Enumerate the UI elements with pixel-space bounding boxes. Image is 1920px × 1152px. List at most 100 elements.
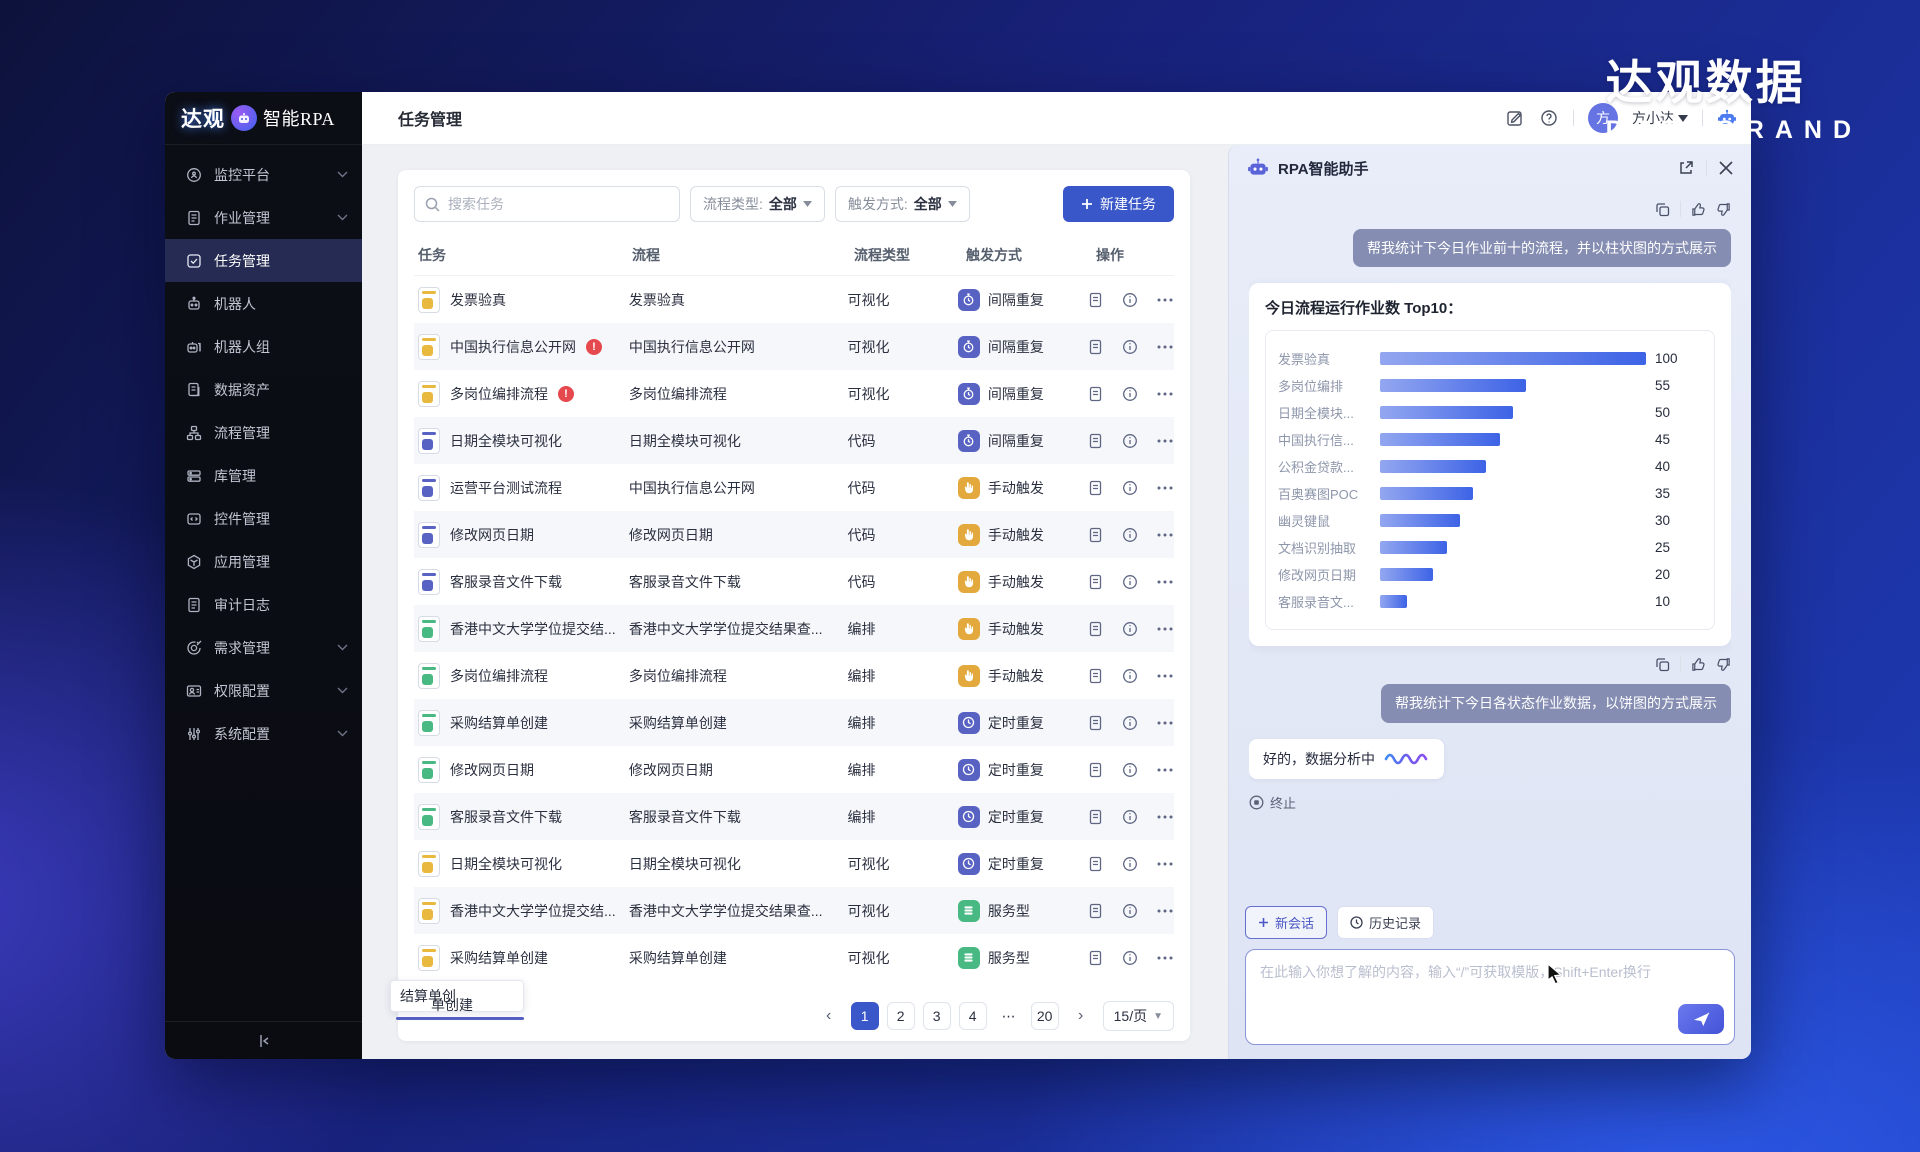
chevron-down-icon <box>947 201 957 207</box>
chart-bar-value: 25 <box>1655 540 1671 556</box>
info-icon[interactable] <box>1121 526 1139 544</box>
sidebar-item-flow[interactable]: 流程管理 <box>165 411 362 454</box>
thumbs-down-icon[interactable] <box>1716 202 1731 217</box>
detail-icon[interactable] <box>1086 714 1104 732</box>
info-icon[interactable] <box>1121 432 1139 450</box>
thumbs-up-icon[interactable] <box>1691 202 1706 217</box>
sidebar-item-robot[interactable]: 机器人 <box>165 282 362 325</box>
assistant-robot-icon[interactable] <box>1717 108 1737 128</box>
more-icon[interactable] <box>1156 620 1174 638</box>
chart-bar <box>1380 541 1447 555</box>
info-icon[interactable] <box>1121 761 1139 779</box>
thumbs-up-icon[interactable] <box>1691 657 1706 672</box>
more-icon[interactable] <box>1156 573 1174 591</box>
process-cell: 采购结算单创建 <box>628 949 727 966</box>
next-page-button[interactable]: › <box>1077 1007 1084 1024</box>
sidebar-item-audit[interactable]: 审计日志 <box>165 583 362 626</box>
detail-icon[interactable] <box>1086 855 1104 873</box>
sidebar-item-tasks[interactable]: 任务管理 <box>165 239 362 282</box>
page-button-1[interactable]: 1 <box>850 1002 879 1030</box>
more-icon[interactable] <box>1156 291 1174 309</box>
info-icon[interactable] <box>1121 338 1139 356</box>
info-icon[interactable] <box>1121 808 1139 826</box>
info-icon[interactable] <box>1121 479 1139 497</box>
user-avatar[interactable]: 方 <box>1588 103 1618 133</box>
detail-icon[interactable] <box>1086 949 1104 967</box>
detail-icon[interactable] <box>1086 526 1104 544</box>
detail-icon[interactable] <box>1086 385 1104 403</box>
edit-note-icon[interactable] <box>1505 108 1525 128</box>
ops-cell <box>1084 808 1174 826</box>
expand-icon[interactable] <box>1678 160 1694 176</box>
process-type-select[interactable]: 流程类型: 全部 <box>690 186 825 222</box>
sidebar-item-monitor[interactable]: 监控平台 <box>165 153 362 196</box>
info-icon[interactable] <box>1121 714 1139 732</box>
more-icon[interactable] <box>1156 808 1174 826</box>
detail-icon[interactable] <box>1086 573 1104 591</box>
copy-icon[interactable] <box>1655 657 1670 672</box>
user-name[interactable]: 方小达 <box>1632 108 1688 128</box>
info-icon[interactable] <box>1121 667 1139 685</box>
info-icon[interactable] <box>1121 385 1139 403</box>
sidebar-item-jobs[interactable]: 作业管理 <box>165 196 362 239</box>
sidebar-item-label: 作业管理 <box>214 209 270 226</box>
assistant-bottom: 新会话 历史记录 <box>1245 906 1735 1045</box>
more-icon[interactable] <box>1156 667 1174 685</box>
info-icon[interactable] <box>1121 291 1139 309</box>
page-button-4[interactable]: 4 <box>958 1002 987 1030</box>
chat-input[interactable] <box>1246 950 1714 1008</box>
page-button-3[interactable]: 3 <box>922 1002 951 1030</box>
detail-icon[interactable] <box>1086 479 1104 497</box>
trigger-type-select[interactable]: 触发方式: 全部 <box>834 186 970 222</box>
thumbs-down-icon[interactable] <box>1716 657 1731 672</box>
detail-icon[interactable] <box>1086 338 1104 356</box>
detail-icon[interactable] <box>1086 291 1104 309</box>
timed-trigger-icon <box>957 711 980 734</box>
page-size-select[interactable]: 15/页 ▼ <box>1102 1001 1174 1031</box>
new-chat-button[interactable]: 新会话 <box>1245 906 1328 939</box>
history-button[interactable]: 历史记录 <box>1337 906 1435 939</box>
info-icon[interactable] <box>1121 573 1139 591</box>
sidebar-item-library[interactable]: 库管理 <box>165 454 362 497</box>
detail-icon[interactable] <box>1086 620 1104 638</box>
page-button-2[interactable]: 2 <box>886 1002 915 1030</box>
send-button[interactable] <box>1678 1004 1724 1034</box>
detail-icon[interactable] <box>1086 761 1104 779</box>
stop-button[interactable]: 终止 <box>1249 793 1731 812</box>
more-icon[interactable] <box>1156 714 1174 732</box>
prev-page-button[interactable]: ‹ <box>825 1007 832 1024</box>
more-icon[interactable] <box>1156 855 1174 873</box>
more-icon[interactable] <box>1156 338 1174 356</box>
sidebar-item-widget[interactable]: 控件管理 <box>165 497 362 540</box>
sidebar-item-robotgroup[interactable]: 机器人组 <box>165 325 362 368</box>
more-icon[interactable] <box>1156 479 1174 497</box>
close-icon[interactable] <box>1719 161 1733 175</box>
more-icon[interactable] <box>1156 526 1174 544</box>
new-task-button[interactable]: 新建任务 <box>1063 186 1174 222</box>
table-row: 采购结算单创建 采购结算单创建 编排 定时重复 <box>414 699 1174 746</box>
copy-icon[interactable] <box>1655 202 1670 217</box>
detail-icon[interactable] <box>1086 432 1104 450</box>
sidebar-item-apps[interactable]: 应用管理 <box>165 540 362 583</box>
help-icon[interactable] <box>1539 108 1559 128</box>
more-icon[interactable] <box>1156 902 1174 920</box>
search-input[interactable] <box>448 196 669 212</box>
more-icon[interactable] <box>1156 385 1174 403</box>
sidebar-item-dataasset[interactable]: 数据资产 <box>165 368 362 411</box>
info-icon[interactable] <box>1121 620 1139 638</box>
chart-bar-row: 客服录音文... 10 <box>1278 588 1702 615</box>
detail-icon[interactable] <box>1086 667 1104 685</box>
sidebar-item-demand[interactable]: 需求管理 <box>165 626 362 669</box>
more-icon[interactable] <box>1156 432 1174 450</box>
sidebar-item-permission[interactable]: 权限配置 <box>165 669 362 712</box>
sidebar-item-system[interactable]: 系统配置 <box>165 712 362 755</box>
info-icon[interactable] <box>1121 902 1139 920</box>
detail-icon[interactable] <box>1086 808 1104 826</box>
more-icon[interactable] <box>1156 761 1174 779</box>
more-icon[interactable] <box>1156 949 1174 967</box>
page-button-20[interactable]: 20 <box>1030 1002 1059 1030</box>
sidebar-collapse-button[interactable] <box>165 1021 362 1059</box>
info-icon[interactable] <box>1121 855 1139 873</box>
info-icon[interactable] <box>1121 949 1139 967</box>
detail-icon[interactable] <box>1086 902 1104 920</box>
